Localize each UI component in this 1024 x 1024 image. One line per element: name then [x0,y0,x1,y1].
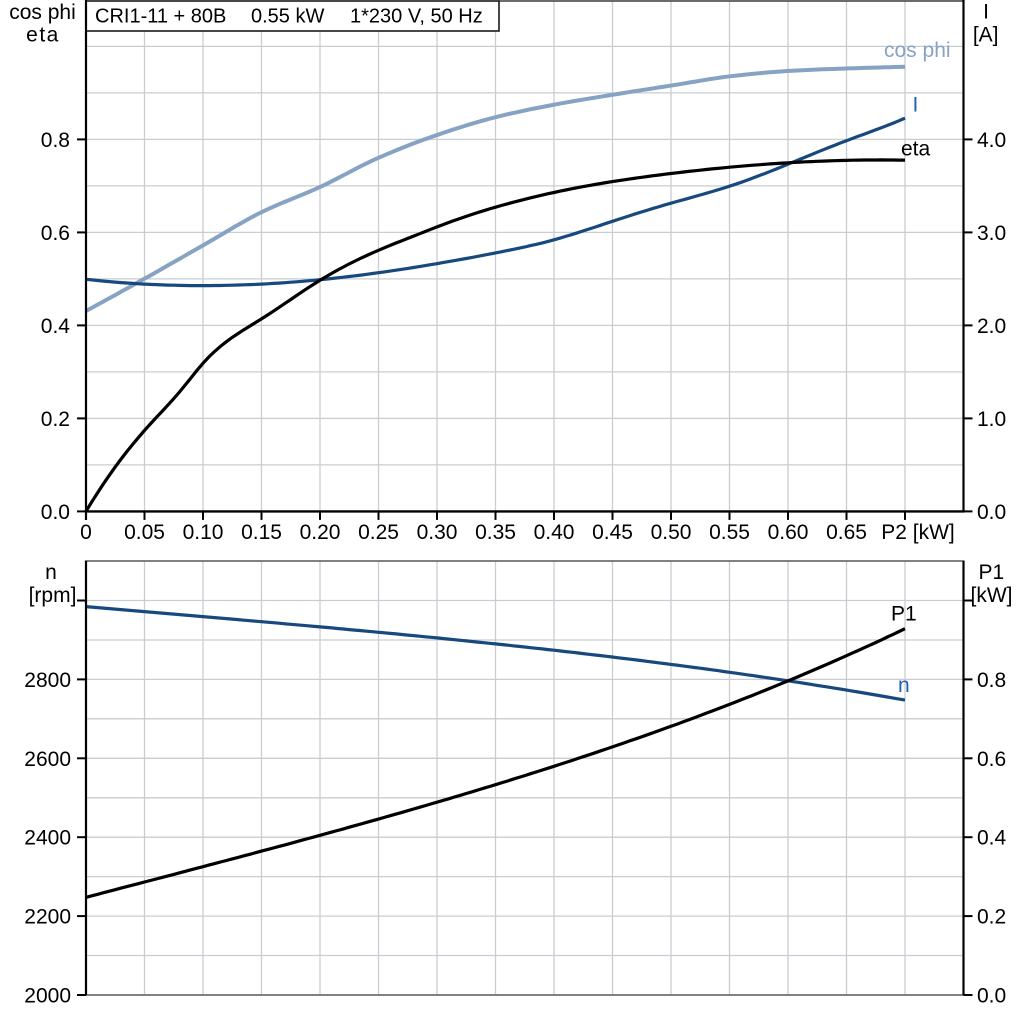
svg-text:0.2: 0.2 [41,408,70,431]
svg-text:0.8: 0.8 [41,129,70,152]
svg-text:n: n [45,561,57,584]
svg-text:0.40: 0.40 [534,521,575,544]
svg-text:0.20: 0.20 [300,521,341,544]
svg-text:1.0: 1.0 [977,408,1006,431]
svg-text:cos phi: cos phi [884,39,951,62]
svg-text:eta: eta [901,138,931,161]
svg-text:1*230 V, 50 Hz: 1*230 V, 50 Hz [350,6,483,28]
svg-text:[kW]: [kW] [971,584,1013,607]
svg-text:[rpm]: [rpm] [29,584,77,607]
svg-text:0.6: 0.6 [977,748,1006,771]
svg-text:0.35: 0.35 [475,521,516,544]
svg-text:0.4: 0.4 [977,827,1007,850]
svg-text:0.60: 0.60 [768,521,809,544]
svg-text:2400: 2400 [24,827,71,850]
svg-text:0.65: 0.65 [826,521,867,544]
svg-text:0.8: 0.8 [977,669,1006,692]
svg-text:[A]: [A] [973,24,999,47]
svg-text:eta: eta [26,24,60,47]
svg-text:0.30: 0.30 [417,521,458,544]
svg-text:P2 [kW]: P2 [kW] [881,521,955,544]
svg-text:0.6: 0.6 [41,222,70,245]
svg-text:2800: 2800 [24,669,71,692]
svg-text:4.0: 4.0 [977,129,1006,152]
svg-text:0.2: 0.2 [977,906,1006,929]
svg-text:0.55 kW: 0.55 kW [251,6,324,28]
svg-text:0: 0 [80,521,92,544]
svg-text:0.05: 0.05 [124,521,165,544]
svg-text:0.25: 0.25 [358,521,399,544]
svg-text:0.45: 0.45 [592,521,633,544]
svg-text:0.4: 0.4 [41,315,71,338]
svg-text:2000: 2000 [24,985,71,1008]
svg-text:0.55: 0.55 [709,521,750,544]
svg-text:0.0: 0.0 [977,501,1006,524]
svg-text:CRI1-11 + 80B: CRI1-11 + 80B [95,6,226,28]
svg-text:3.0: 3.0 [977,222,1006,245]
svg-text:I: I [913,93,919,116]
svg-text:0.50: 0.50 [651,521,692,544]
svg-text:0.0: 0.0 [977,985,1006,1008]
svg-text:P1: P1 [891,603,917,626]
svg-text:0.10: 0.10 [183,521,224,544]
svg-text:cos phi: cos phi [9,1,76,24]
svg-text:n: n [898,674,910,697]
svg-text:2600: 2600 [24,748,71,771]
svg-text:0.0: 0.0 [41,501,70,524]
svg-text:I: I [983,1,989,24]
svg-text:0.15: 0.15 [241,521,282,544]
svg-text:P1: P1 [978,561,1004,584]
svg-text:2.0: 2.0 [977,315,1006,338]
svg-text:2200: 2200 [24,906,71,929]
